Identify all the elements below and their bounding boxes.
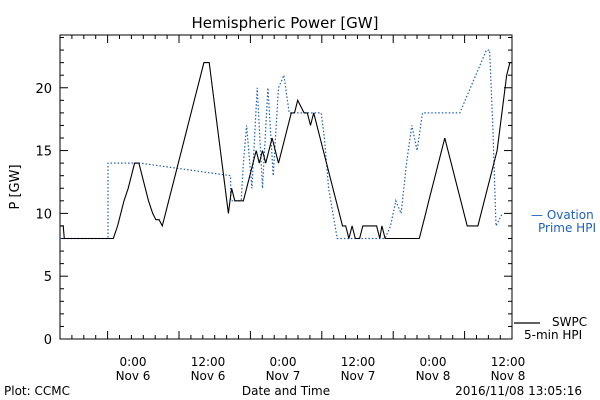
y-tick-label: 20 xyxy=(35,82,52,97)
x-tick-label-date: Nov 7 xyxy=(266,369,301,383)
legend-swpc-line2: 5-min HPI xyxy=(524,328,582,342)
plot-frame xyxy=(59,34,513,340)
y-tick-label: 10 xyxy=(35,207,52,222)
legend-swpc-line1: SWPC xyxy=(552,315,587,329)
x-axis-label: Date and Time xyxy=(242,384,330,398)
x-tick-label-time: 12:00 xyxy=(341,355,376,369)
y-tick-label: 15 xyxy=(35,145,52,160)
y-tick-label: 5 xyxy=(44,270,52,285)
x-tick-label-time: 0:00 xyxy=(420,355,447,369)
x-tick-label-time: 12:00 xyxy=(491,355,526,369)
x-tick-label-time: 0:00 xyxy=(120,355,147,369)
x-tick-label-date: Nov 7 xyxy=(341,369,376,383)
legend-ovation-line1: — Ovation xyxy=(531,208,594,222)
footer-right: 2016/11/08 13:05:16 xyxy=(455,384,582,398)
x-tick-label-date: Nov 6 xyxy=(191,369,226,383)
chart-title: Hemispheric Power [GW] xyxy=(192,14,379,32)
x-tick-label-date: Nov 6 xyxy=(116,369,151,383)
series-line-swpc xyxy=(60,62,512,240)
y-axis: 0 5 10 15 20 xyxy=(35,37,512,348)
x-tick-label-date: Nov 8 xyxy=(491,369,526,383)
footer-left: Plot: CCMC xyxy=(4,384,70,398)
y-tick-label: 0 xyxy=(44,333,52,348)
x-tick-label-time: 0:00 xyxy=(270,355,297,369)
legend-ovation-line2: Prime HPI xyxy=(538,221,596,235)
x-tick-label-time: 12:00 xyxy=(191,355,226,369)
y-axis-label: P [GW] xyxy=(8,164,23,209)
series-layer xyxy=(60,49,512,240)
x-tick-label-date: Nov 8 xyxy=(416,369,451,383)
series-line-ovation xyxy=(60,49,503,240)
